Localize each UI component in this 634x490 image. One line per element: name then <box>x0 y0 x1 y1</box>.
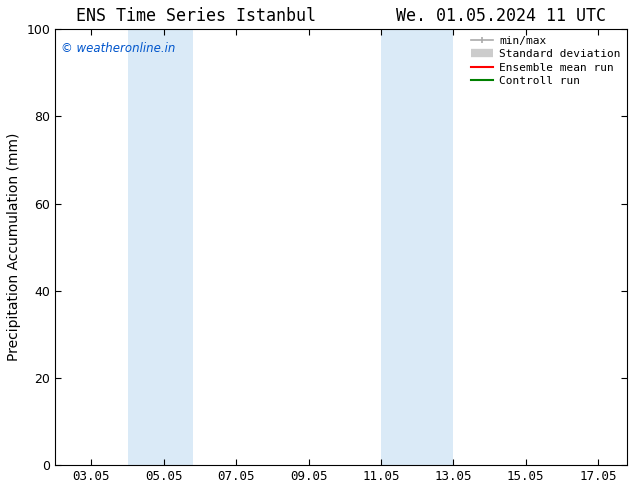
Y-axis label: Precipitation Accumulation (mm): Precipitation Accumulation (mm) <box>7 133 21 362</box>
Text: © weatheronline.in: © weatheronline.in <box>61 42 176 55</box>
Legend: min/max, Standard deviation, Ensemble mean run, Controll run: min/max, Standard deviation, Ensemble me… <box>467 31 625 90</box>
Title: ENS Time Series Istanbul        We. 01.05.2024 11 UTC: ENS Time Series Istanbul We. 01.05.2024 … <box>76 7 606 25</box>
Bar <box>381 29 453 465</box>
Bar <box>127 29 193 465</box>
